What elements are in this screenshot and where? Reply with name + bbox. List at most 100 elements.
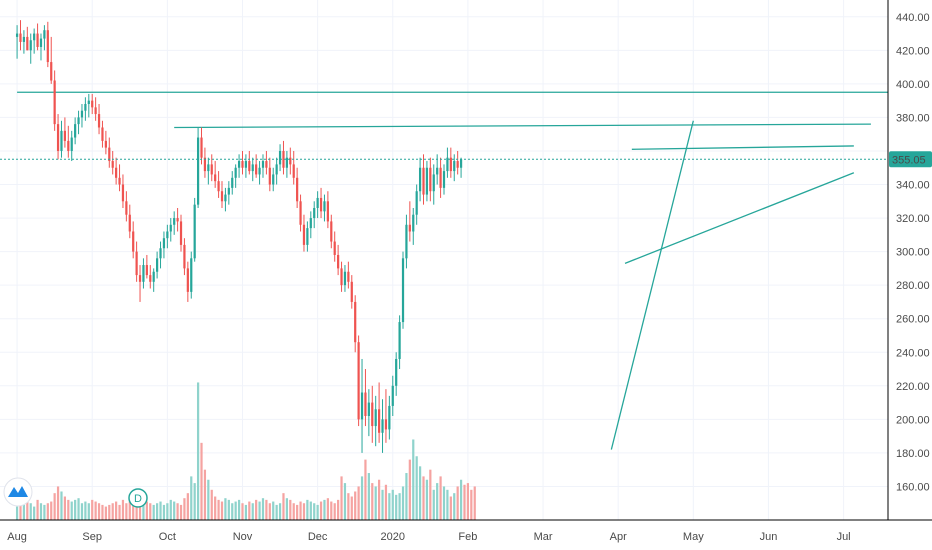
candle — [347, 261, 350, 289]
volume-bar — [463, 484, 466, 520]
candle-body — [22, 36, 26, 42]
tradingview-cloud-icon[interactable] — [3, 477, 33, 507]
price-axis[interactable]: 440.00 420.00 400.00 380.00 340.00 320.00 300.… — [896, 12, 930, 494]
volume-bar — [125, 503, 128, 520]
volume-bar — [87, 503, 90, 520]
candle-body — [425, 167, 429, 195]
candle — [183, 238, 186, 276]
candle-body — [84, 104, 87, 111]
candle-body — [401, 258, 405, 323]
volume-bar — [19, 503, 22, 520]
candle-body — [377, 409, 381, 433]
candle-body — [323, 201, 326, 212]
candle — [343, 265, 347, 292]
time-axis[interactable]: Aug Sep Oct Nov Dec 2020 Feb Mar Apr May Jun Jul — [7, 531, 850, 543]
candle — [241, 150, 244, 175]
candle — [432, 164, 435, 205]
trendline[interactable] — [624, 172, 855, 264]
volume-bar — [459, 479, 463, 520]
time-tick-label: Apr — [610, 531, 627, 543]
candle — [63, 117, 67, 148]
candle-body — [255, 164, 258, 175]
candle — [371, 385, 374, 443]
candle — [237, 154, 241, 178]
candle-body — [43, 30, 46, 39]
candle-body — [74, 124, 77, 138]
candle-body — [357, 342, 360, 420]
candle — [357, 335, 360, 427]
candle — [340, 261, 343, 292]
candle — [251, 157, 254, 182]
candle — [272, 167, 275, 192]
volume-bar — [60, 491, 63, 520]
candle-body — [15, 33, 19, 37]
volume-bar — [408, 459, 411, 520]
volume-bar — [135, 503, 138, 520]
volume-bar — [296, 504, 299, 520]
volume-bar — [350, 496, 353, 520]
trendline[interactable] — [610, 120, 694, 450]
volume-bar — [159, 501, 162, 520]
candle — [446, 147, 449, 178]
volume-bar — [316, 504, 319, 520]
volume-bar — [224, 498, 227, 520]
candle — [84, 97, 87, 121]
candle-body — [220, 191, 224, 202]
dividend-badge[interactable]: D — [128, 488, 148, 508]
candle-body — [149, 275, 152, 282]
trendlines — [17, 91, 888, 450]
candle-body — [313, 208, 316, 219]
volume-bar — [446, 489, 449, 520]
candle-body — [251, 164, 254, 172]
time-tick-label: Mar — [534, 531, 553, 543]
candle — [121, 174, 125, 208]
candle — [459, 157, 463, 178]
candle — [456, 150, 459, 175]
candle-body — [429, 167, 432, 192]
candle-body — [183, 244, 186, 269]
candle — [258, 161, 261, 185]
candle-body — [214, 174, 217, 182]
candle-body — [306, 228, 309, 245]
volume-bar — [53, 493, 56, 520]
candle — [374, 395, 377, 447]
volume-bar — [398, 493, 401, 520]
candle-body — [111, 161, 114, 168]
volume-bar — [292, 503, 295, 520]
volume-bar — [432, 489, 435, 520]
time-tick-label: Nov — [233, 531, 253, 543]
volume-bar — [422, 476, 425, 520]
candle-body — [210, 164, 213, 175]
volume-bar — [67, 499, 70, 520]
candle-body — [374, 409, 377, 427]
candle — [142, 258, 145, 289]
volume-bar — [101, 504, 104, 520]
price-tick-label: 340.00 — [896, 180, 930, 192]
candle-body — [138, 275, 142, 282]
volume-bar — [425, 479, 429, 520]
candle — [179, 214, 183, 252]
volume-bar — [203, 469, 207, 520]
candle — [275, 157, 278, 185]
candle — [330, 214, 333, 249]
volume-bar — [210, 489, 213, 520]
candle — [207, 157, 210, 185]
candle-body — [292, 164, 295, 178]
volume-bar — [268, 503, 271, 520]
candle — [190, 251, 193, 299]
volume-bar — [299, 501, 302, 520]
candle-body — [261, 161, 265, 168]
volume-bar — [237, 499, 241, 520]
volume-bar — [248, 501, 251, 520]
time-tick-label: 2020 — [381, 531, 405, 543]
volume-bar — [234, 501, 237, 520]
price-tick-label: 320.00 — [896, 213, 930, 225]
trendline[interactable] — [631, 145, 854, 150]
trendline[interactable] — [174, 123, 871, 129]
volume-bar — [214, 496, 217, 520]
candle-body — [53, 80, 56, 125]
volume-bar — [190, 476, 193, 520]
candle-body — [278, 150, 282, 165]
volume-bar — [401, 486, 405, 520]
price-tick-label: 440.00 — [896, 12, 930, 24]
